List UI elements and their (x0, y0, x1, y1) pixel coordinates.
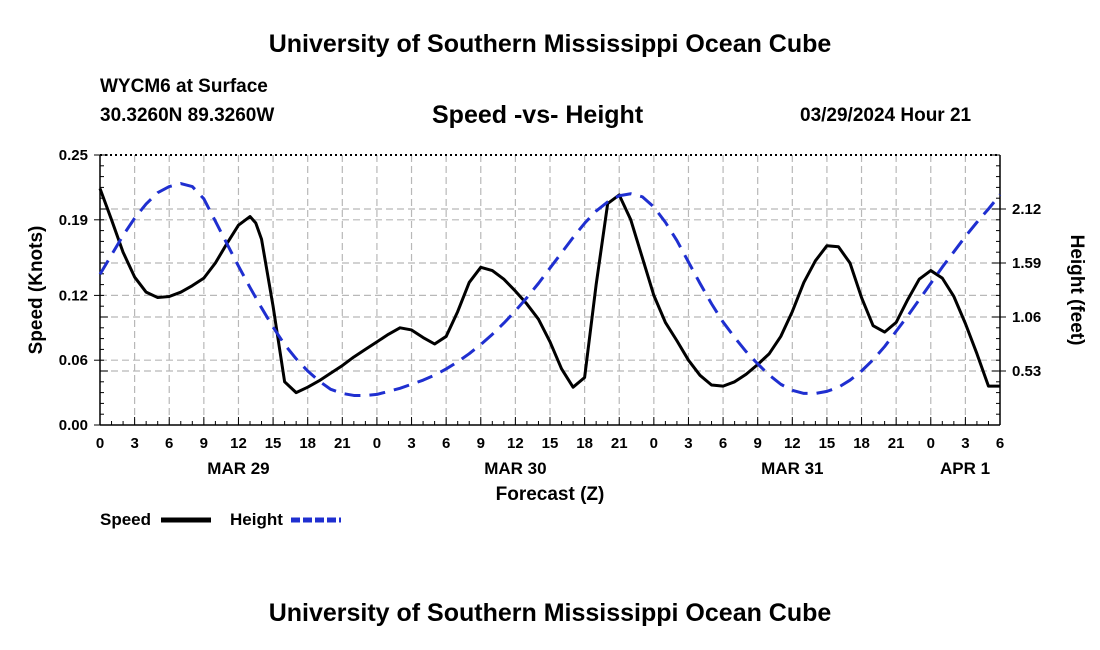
legend-label-height: Height (230, 510, 283, 529)
x-tick-label: 21 (611, 435, 628, 452)
height-line (98, 182, 1002, 397)
y2-axis-label: Height (feet) (1066, 235, 1087, 346)
chart-title: Speed -vs- Height (432, 101, 644, 129)
grid (100, 155, 1000, 425)
date-label: MAR 31 (761, 459, 823, 478)
legend: Speed Height (100, 510, 341, 529)
x-tick-label: 6 (719, 435, 727, 452)
x-tick-label: 12 (784, 435, 801, 452)
station-coordinates: 30.3260N 89.3260W (100, 105, 275, 126)
y-tick-label: 0.12 (59, 287, 88, 304)
y2-tick-label: 1.59 (1012, 255, 1041, 272)
date-label: APR 1 (940, 459, 990, 478)
x-tick-label: 0 (650, 435, 658, 452)
series (98, 182, 1002, 397)
x-tick-label: 18 (299, 435, 316, 452)
x-tick-label: 3 (961, 435, 969, 452)
x-tick-label: 0 (96, 435, 104, 452)
speed-line (98, 187, 1000, 395)
y-tick-label: 0.06 (59, 352, 88, 369)
y2-tick-label: 1.06 (1012, 309, 1041, 326)
x-tick-label: 3 (684, 435, 692, 452)
x-tick-label: 6 (165, 435, 173, 452)
x-tick-label: 12 (230, 435, 247, 452)
y-tick-label: 0.19 (59, 212, 88, 229)
y-tick-label: 0.25 (59, 147, 88, 164)
y-axis-label: Speed (Knots) (26, 226, 47, 355)
x-tick-label: 6 (442, 435, 450, 452)
x-tick-label: 21 (888, 435, 905, 452)
footer-title: University of Southern Mississippi Ocean… (268, 599, 832, 627)
y2-tick-label: 2.12 (1012, 201, 1041, 218)
x-tick-label: 15 (542, 435, 559, 452)
date-label: MAR 29 (207, 459, 269, 478)
x-tick-label: 9 (200, 435, 208, 452)
page-title: University of Southern Mississippi Ocean… (268, 30, 832, 58)
x-tick-label: 3 (130, 435, 138, 452)
axes: 0 3 6 9 12 15 18 21 0 3 6 9 12 15 18 21 0 3 6 9 12 15 18 21 0 3 6 M… (59, 147, 1041, 478)
x-tick-label: 3 (407, 435, 415, 452)
y-tick-label: 0.00 (59, 417, 88, 434)
x-tick-label: 0 (373, 435, 381, 452)
x-tick-label: 21 (334, 435, 351, 452)
x-tick-label: 0 (927, 435, 935, 452)
station-label: WYCM6 at Surface (100, 76, 268, 97)
x-tick-label: 12 (507, 435, 524, 452)
x-tick-label: 15 (265, 435, 282, 452)
x-tick-label: 9 (477, 435, 485, 452)
date-label: MAR 30 (484, 459, 546, 478)
legend-label-speed: Speed (100, 510, 151, 529)
x-axis-label: Forecast (Z) (496, 484, 605, 505)
forecast-datetime: 03/29/2024 Hour 21 (800, 105, 972, 126)
x-tick-label: 18 (576, 435, 593, 452)
x-tick-label: 18 (853, 435, 870, 452)
x-tick-label: 9 (754, 435, 762, 452)
x-tick-label: 6 (996, 435, 1004, 452)
x-tick-label: 15 (819, 435, 836, 452)
y2-tick-label: 0.53 (1012, 363, 1041, 380)
